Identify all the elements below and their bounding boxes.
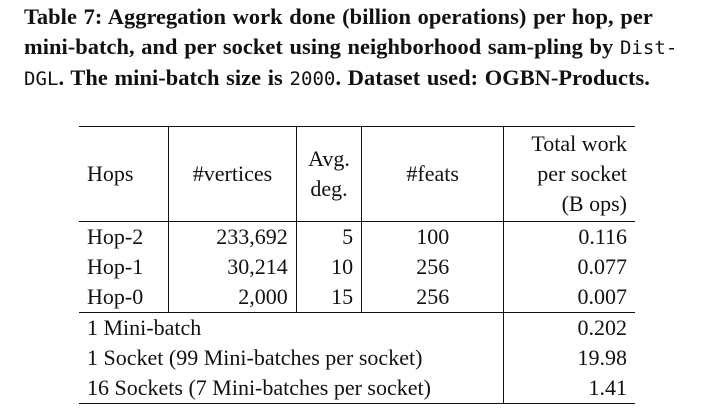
summary-row-mini-batch: 1 Mini-batch 0.202 [79, 312, 635, 343]
header-total-line1: Total work [531, 131, 627, 156]
table-row-hop-1: Hop-1 30,214 10 256 0.077 [79, 252, 635, 282]
summary-label: 16 Sockets (7 Mini-batches per socket) [79, 373, 505, 404]
table-header: Hops #vertices Avg. deg. #feats Total wor… [79, 126, 635, 222]
cell-feats: 256 [361, 282, 505, 313]
header-vertices: #vertices [168, 126, 297, 222]
header-feats: #feats [361, 126, 505, 222]
cell-total: 0.077 [577, 254, 628, 279]
cell-feats: 256 [361, 252, 505, 282]
header-total-line3: (B ops) [561, 191, 627, 216]
header-avg-deg: Avg. deg. [296, 126, 363, 222]
header-total-line2: per socket [537, 161, 627, 186]
header-total-work: Total work per socket (B ops) [504, 127, 635, 222]
table-summary: 1 Mini-batch 0.202 1 Socket (99 Mini-bat… [79, 312, 635, 404]
summary-row-one-socket: 1 Socket (99 Mini-batches per socket) 19… [79, 343, 635, 373]
caption-system-name: Dist-DGL [24, 36, 678, 91]
caption-text-1: Table 7: Aggregation work done (billion … [24, 4, 653, 59]
cell-deg: 5 [296, 221, 363, 252]
summary-row-sixteen-sockets: 16 Sockets (7 Mini-batches per socket) 1… [79, 373, 635, 404]
cell-deg: 15 [296, 282, 363, 313]
cell-total: 0.007 [503, 282, 635, 313]
header-row: Hops #vertices Avg. deg. #feats Total wor… [79, 126, 635, 222]
header-avg-deg-line2: deg. [310, 176, 348, 201]
cell-total: 0.116 [578, 224, 627, 249]
cell-hop: Hop-0 [79, 282, 170, 313]
summary-total: 0.202 [577, 315, 628, 340]
table-body: Hop-2 233,692 5 100 0.116 Hop-1 30,214 1… [79, 221, 635, 313]
cell-deg: 10 [296, 252, 363, 282]
summary-total: 19.98 [577, 345, 628, 370]
caption-text-2: . The mini-batch size is [58, 65, 290, 90]
cell-feats: 100 [361, 221, 505, 252]
table-row-hop-2: Hop-2 233,692 5 100 0.116 [79, 221, 635, 252]
cell-hop: Hop-1 [79, 252, 170, 282]
caption-batch-size: 2000 [289, 68, 336, 90]
summary-label: 1 Socket (99 Mini-batches per socket) [79, 343, 505, 373]
summary-label: 1 Mini-batch [79, 312, 505, 343]
cell-vertices: 2,000 [168, 282, 297, 313]
cell-vertices: 233,692 [168, 221, 297, 252]
header-hops: Hops [79, 126, 170, 222]
aggregation-work-table: Hops #vertices Avg. deg. #feats Total wor… [79, 126, 635, 404]
summary-total: 1.41 [503, 373, 635, 404]
caption-text-3: . Dataset used: OGBN-Products. [335, 65, 650, 90]
cell-vertices: 30,214 [168, 252, 297, 282]
table-caption: Table 7: Aggregation work done (billion … [24, 2, 704, 95]
header-avg-deg-line1: Avg. [308, 146, 350, 171]
table-row-hop-0: Hop-0 2,000 15 256 0.007 [79, 282, 635, 313]
cell-hop: Hop-2 [79, 221, 170, 252]
